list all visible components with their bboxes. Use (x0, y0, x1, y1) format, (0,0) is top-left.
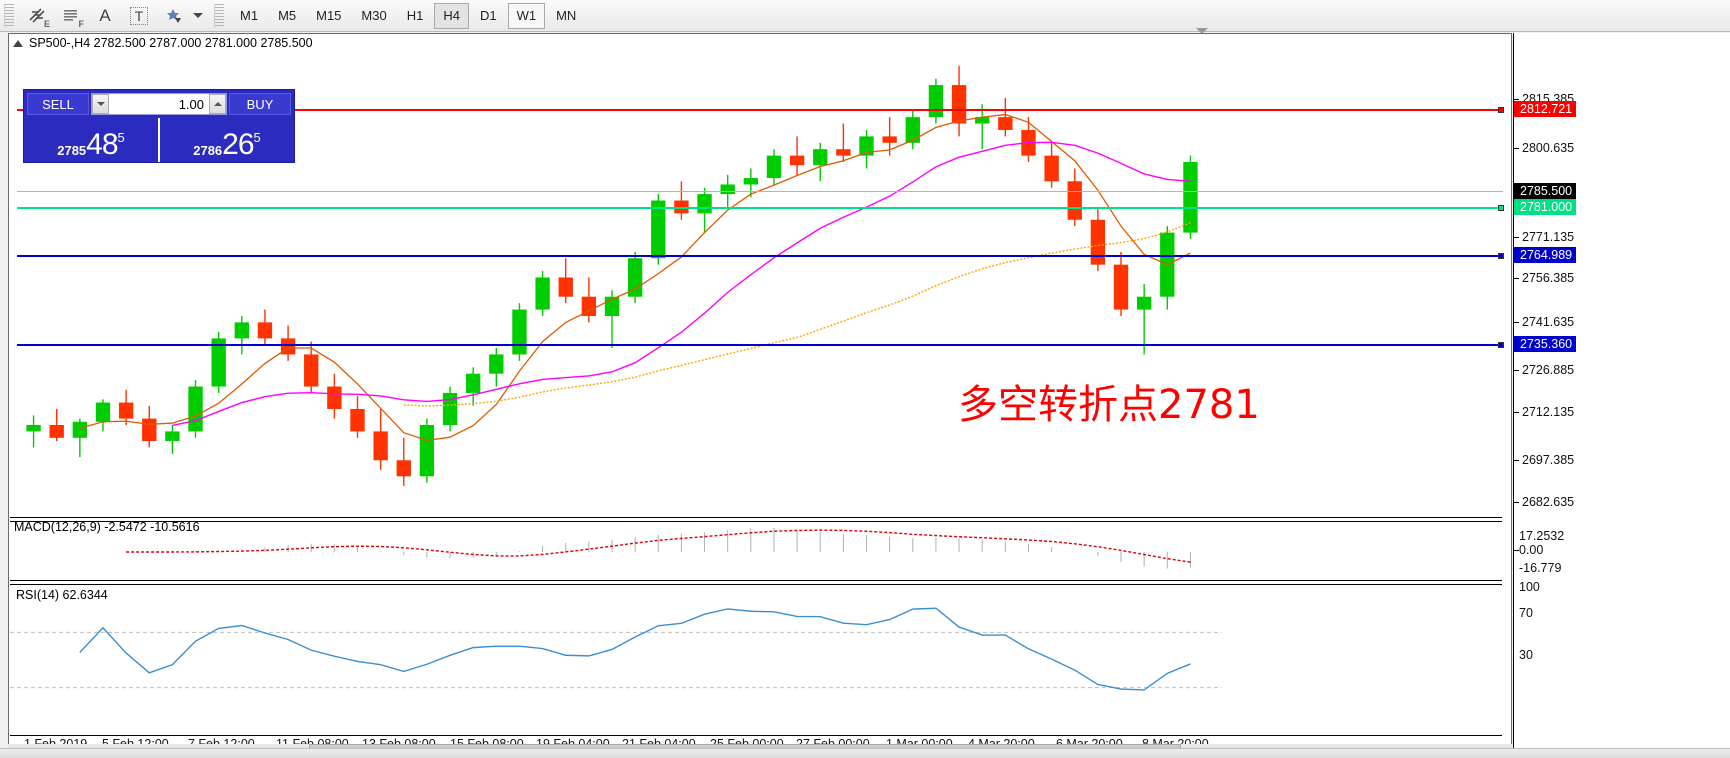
rsi-axis-label: 70 (1519, 606, 1533, 620)
timeframe-button-w1[interactable]: W1 (507, 2, 546, 29)
sell-price-prefix: 2785 (57, 143, 87, 158)
macd-axis-label: 0.00 (1519, 543, 1544, 557)
price-axis-level-chip[interactable]: 2781.000 (1514, 199, 1577, 215)
symbol-ohlc-text: SP500-,H4 2782.500 2787.000 2781.000 278… (29, 36, 313, 50)
sell-button[interactable]: SELL (27, 93, 89, 115)
volume-decrease-icon[interactable] (92, 94, 109, 114)
toolbar-grip[interactable] (4, 3, 14, 28)
buy-price[interactable]: 2786 26 5 (158, 118, 294, 162)
rsi-axis-label: 100 (1519, 580, 1540, 594)
price-axis-label: 2771.135 (1522, 230, 1575, 244)
volume-field[interactable]: 1.00 (91, 93, 227, 115)
price-axis-level-chip[interactable]: 2735.360 (1514, 336, 1577, 352)
text-a-glyph: A (99, 5, 111, 25)
price-axis-tick (1514, 322, 1519, 323)
price-axis-level-chip[interactable]: 2764.989 (1514, 247, 1577, 263)
buy-price-prefix: 2786 (193, 143, 223, 158)
objects-dropdown-caret-icon[interactable] (190, 1, 206, 31)
text-box-glyph: T (129, 6, 149, 25)
price-axis-label: 2741.635 (1522, 315, 1575, 329)
volume-value[interactable]: 1.00 (178, 96, 204, 112)
candlestick-chart (26, 65, 1198, 486)
timeframe-grip[interactable] (214, 3, 224, 28)
chart-text-annotation[interactable]: 多空转折点2781 (958, 382, 1260, 428)
objects-icon[interactable] (156, 1, 190, 31)
chart-symbol-header: SP500-,H4 2782.500 2787.000 2781.000 278… (9, 34, 1511, 52)
rsi-plot (10, 607, 1222, 691)
price-axis-current-price: 2785.500 (1514, 183, 1577, 199)
macd-pane[interactable]: MACD(12,26,9) -2.5472 -10.5616 (10, 520, 1502, 581)
timeframe-button-m30[interactable]: M30 (361, 8, 387, 23)
timeframe-button-m1[interactable]: M1 (240, 8, 259, 23)
timeframe-button-m5[interactable]: M5 (278, 8, 297, 23)
macd-axis-label: -16.779 (1519, 561, 1562, 575)
sell-price-main: 48 (86, 128, 118, 161)
sell-price-fraction: 5 (117, 130, 125, 145)
price-axis-level-chip[interactable]: 2812.721 (1514, 101, 1577, 117)
collapse-triangle-icon[interactable] (13, 39, 23, 47)
timeframe-button-m15[interactable]: M15 (316, 8, 342, 23)
price-axis-label: 2697.385 (1522, 453, 1575, 467)
sell-price[interactable]: 2785 48 5 (24, 118, 158, 162)
price-axis-tick (1514, 412, 1519, 413)
price-axis-label: 2682.635 (1522, 495, 1575, 509)
price-axis-tick (1514, 148, 1519, 149)
chart-window[interactable]: SP500-,H4 2782.500 2787.000 2781.000 278… (8, 33, 1512, 751)
trade-panel-prices: 2785 48 5 2786 26 5 (24, 118, 294, 162)
price-axis-tick (1514, 460, 1519, 461)
timeframe-button-h4[interactable]: H4 (434, 2, 469, 29)
price-axis-label: 2726.885 (1522, 363, 1575, 377)
timeframe-bar: M1 M5 M15 M30 H1 H4 D1 W1 MN (230, 2, 586, 29)
rsi-pane[interactable]: RSI(14) 62.6344 (10, 584, 1502, 734)
price-axis-tick (1514, 278, 1519, 279)
price-axis-tick (1514, 370, 1519, 371)
timeframe-button-mn[interactable]: MN (556, 8, 577, 23)
text-box-icon[interactable]: T (122, 1, 156, 31)
trade-panel-controls: SELL 1.00 BUY (24, 90, 294, 118)
buy-button[interactable]: BUY (229, 93, 291, 115)
price-axis-tick (1514, 502, 1519, 503)
crosshair-lines-icon[interactable]: E (20, 1, 54, 31)
price-axis-label: 2712.135 (1522, 405, 1575, 419)
price-axis-tick (1514, 237, 1519, 238)
macd-axis-tick (1514, 550, 1519, 551)
macd-axis-label: 17.2532 (1519, 529, 1565, 543)
text-a-icon[interactable]: A (88, 1, 122, 31)
price-axis-label: 2756.385 (1522, 271, 1575, 285)
volume-increase-icon[interactable] (209, 94, 226, 114)
timeframe-button-d1[interactable]: D1 (479, 8, 497, 23)
price-axis-tick (1514, 99, 1519, 100)
price-axis-label: 2800.635 (1522, 141, 1575, 155)
grid-icon[interactable]: F (54, 1, 88, 31)
status-strip (0, 748, 1730, 758)
rsi-axis-label: 30 (1519, 648, 1533, 662)
macd-plot (126, 528, 1191, 569)
crosshair-icon-badge: E (43, 18, 50, 29)
macd-title: MACD(12,26,9) -2.5472 -10.5616 (14, 520, 200, 534)
buy-price-fraction: 5 (253, 130, 261, 145)
main-toolbar: E F A T M1 M5 M15 M30 H1 H4 D1 W1 MN (0, 0, 1730, 32)
rsi-title: RSI(14) 62.6344 (16, 588, 108, 602)
timeframe-button-h1[interactable]: H1 (406, 8, 424, 23)
one-click-trading-panel[interactable]: SELL 1.00 BUY 2785 48 5 2786 26 5 (23, 89, 295, 163)
price-axis[interactable]: 2815.385 2800.635 2785.500 2771.135 2756.385… (1513, 33, 1730, 751)
buy-price-main: 26 (222, 128, 254, 161)
chart-top-marker-icon (1196, 28, 1208, 34)
grid-icon-badge: F (78, 18, 85, 29)
